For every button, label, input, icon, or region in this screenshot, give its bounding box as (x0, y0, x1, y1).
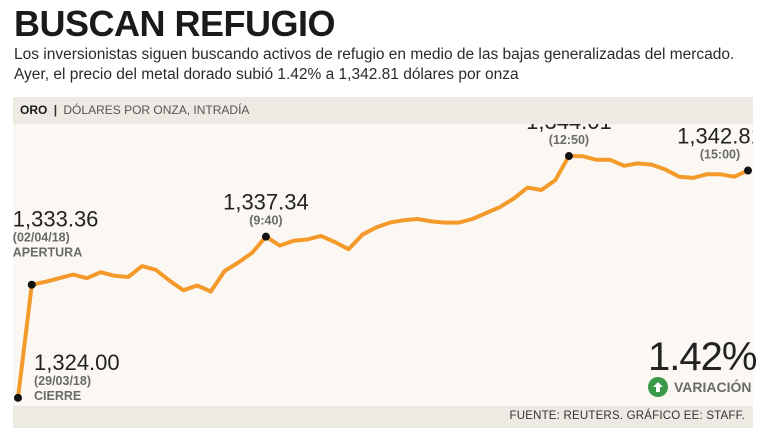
annotation-time: (29/03/18) (34, 374, 91, 388)
variation-value: 1.42% (648, 335, 757, 379)
unit-label: DÓLARES POR ONZA, INTRADÍA (63, 103, 250, 117)
arrow-up-glyph (653, 382, 663, 392)
plot-area: 1,324.00 (29/03/18) CIERRE 1,333.36 (02/04/1… (13, 124, 757, 406)
chart-title: BUSCAN REFUGIO (14, 3, 336, 44)
line-chart: 1,324.00(29/03/18)CIERRE 1,333.36(02/04/1… (13, 124, 753, 403)
annotation-point (261, 232, 270, 241)
subtitle-line-1: Los inversionistas siguen buscando activ… (14, 46, 735, 63)
subtitle-line-2: Ayer, el precio del metal dorado subió 1… (14, 66, 519, 83)
annotation-value: 1,337.34 (223, 190, 309, 215)
series-band-text: ORO | DÓLARES POR ONZA, INTRADÍA (20, 103, 249, 118)
band-separator: | (53, 103, 58, 117)
annotation-value: 1,344.01 (526, 124, 612, 134)
annotation-point (27, 280, 36, 289)
annotation-time: (02/04/18) (13, 231, 70, 245)
variation-label-group: VARIACIÓN (648, 376, 752, 398)
annotation-note: APERTURA (13, 246, 82, 260)
annotation-point (14, 393, 22, 402)
annotation-value: 1,324.00 (34, 350, 120, 375)
annotation-time: (15:00) (700, 148, 740, 162)
annotation-point (564, 152, 573, 161)
annotation-value: 1,333.36 (13, 207, 98, 232)
annotation-note: CIERRE (34, 389, 81, 403)
series-label: ORO (20, 103, 48, 117)
annotation-time: (9:40) (249, 214, 282, 228)
footer-band: FUENTE: REUTERS. GRÁFICO EE: STAFF. (13, 406, 753, 428)
variation-label: VARIACIÓN (674, 379, 752, 395)
arrow-up-icon (648, 377, 668, 397)
annotation-value: 1,342.81 (677, 124, 753, 149)
annotation-time: (12:50) (549, 133, 589, 147)
price-line (16, 154, 750, 400)
source-credit: FUENTE: REUTERS. GRÁFICO EE: STAFF. (509, 410, 745, 422)
chart-subtitle: Los inversionistas siguen buscando activ… (14, 45, 754, 85)
annotation-point (744, 166, 752, 175)
series-band: ORO | DÓLARES POR ONZA, INTRADÍA (13, 97, 753, 124)
